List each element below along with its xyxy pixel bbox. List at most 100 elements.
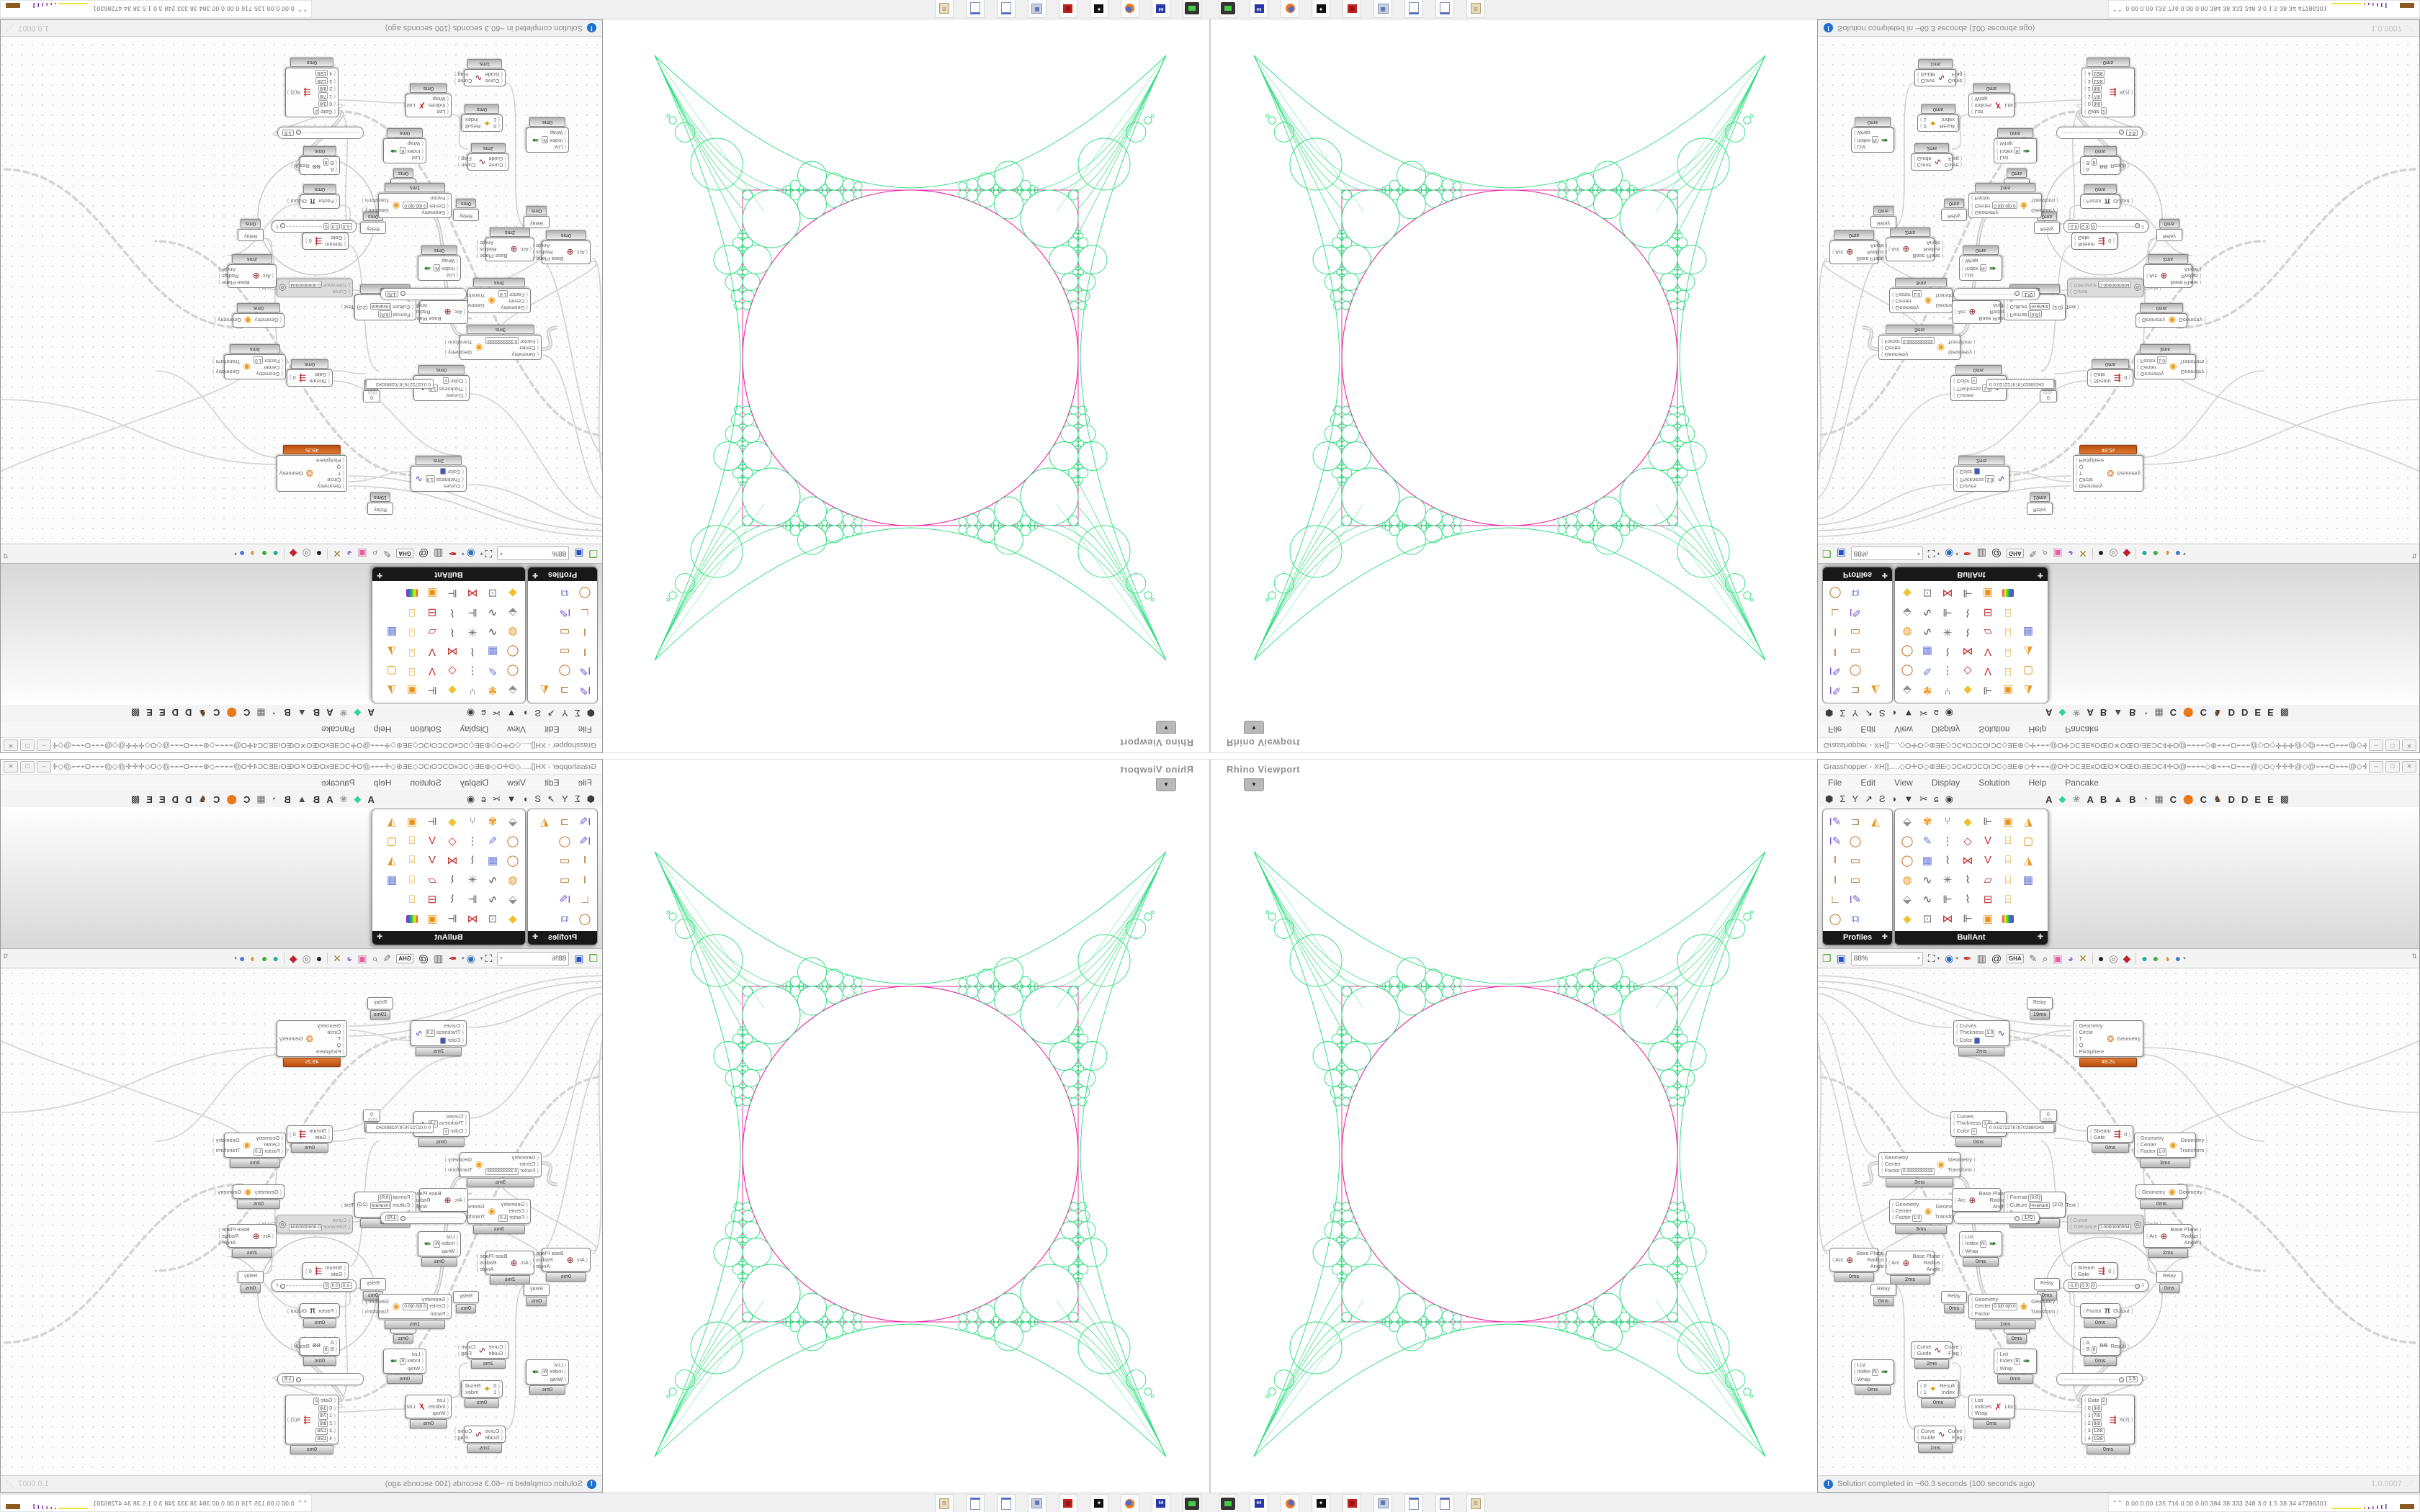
input-param[interactable]: ( Gate bbox=[315, 1134, 330, 1140]
data-panel[interactable]: (0:0) 0 0.027227678702880343 bbox=[1986, 1118, 2054, 1133]
gh-component[interactable]: ( List( Index N( Wrap ➠ bbox=[526, 1359, 569, 1385]
maximize-button[interactable]: □ bbox=[20, 761, 35, 773]
tab-icon[interactable]: ɕ bbox=[1934, 708, 1939, 719]
component-icon[interactable]: ✾ bbox=[488, 815, 498, 828]
shield-red-icon[interactable]: ▦ bbox=[1343, 0, 1361, 18]
resize-grip[interactable]: ⋰ bbox=[6, 24, 14, 32]
component-icon[interactable]: ◭ bbox=[1871, 815, 1880, 828]
component-icon[interactable]: ⌸ bbox=[408, 834, 416, 847]
vector-cell[interactable]: -1.0 bbox=[341, 222, 352, 230]
mini-node[interactable]: 0 bbox=[2040, 1110, 2057, 1122]
display-green-icon[interactable]: ● bbox=[2152, 548, 2159, 559]
mountain-icon[interactable]: ▲ bbox=[297, 793, 307, 804]
component-icon[interactable]: ⬙ bbox=[508, 815, 517, 828]
component-icon[interactable]: ⌸ bbox=[2004, 854, 2012, 867]
component-icon[interactable]: ◭ bbox=[540, 684, 549, 697]
slider-track[interactable] bbox=[295, 130, 359, 135]
input-param[interactable]: ( List bbox=[446, 1233, 458, 1240]
input-param[interactable]: ( Stream bbox=[309, 1128, 330, 1134]
input-param[interactable]: ( Culture Invariant bbox=[2007, 303, 2050, 311]
input-param[interactable]: ( Arc bbox=[454, 309, 465, 315]
tab-icon[interactable]: Ƨ bbox=[1878, 708, 1886, 719]
component-icon[interactable]: ⋈ bbox=[1962, 854, 1973, 867]
component-icon[interactable]: ▱ bbox=[428, 625, 436, 638]
gh-node[interactable]: ( Geometry( Center( Factor 0.3333333333 ◉… bbox=[445, 1152, 542, 1187]
gh-node[interactable]: Relay 19ms bbox=[2027, 492, 2053, 515]
output-param[interactable]: Geometry ) bbox=[1948, 349, 1976, 356]
input-param[interactable]: ( T bbox=[2076, 1035, 2083, 1042]
output-param[interactable]: Result ) bbox=[1939, 123, 1958, 130]
input-param[interactable]: ( Stream bbox=[309, 378, 330, 384]
input-param[interactable]: ( T bbox=[337, 470, 344, 477]
quill-icon[interactable]: ✒ bbox=[448, 953, 457, 964]
gh-node[interactable]: ( 0( 1 ✦ Result ) Index ) 0ms bbox=[461, 104, 503, 132]
gh-component[interactable]: ( A( B 9 R∕B Result ) bbox=[291, 1337, 340, 1356]
output-param[interactable]: 0 ) bbox=[2124, 374, 2130, 382]
input-param[interactable]: ( Thickness 1.0 bbox=[1956, 1029, 1995, 1037]
output-param[interactable]: S(2) ) bbox=[2119, 89, 2133, 96]
tab-icon[interactable]: ɕ bbox=[481, 708, 486, 719]
gh-node[interactable]: ( List( Index N( Wrap ➠ 0ms bbox=[1851, 1359, 1894, 1395]
input-param[interactable]: ( Factor 0.3333333333 bbox=[485, 337, 539, 345]
helmet-icon[interactable]: ◔ bbox=[2142, 708, 2148, 719]
tab-icon[interactable]: ɕ bbox=[481, 793, 486, 804]
menu-item-help[interactable]: Help bbox=[373, 724, 392, 734]
output-param[interactable]: Index ) bbox=[1941, 1389, 1958, 1395]
output-param[interactable]: Radius ) bbox=[476, 246, 497, 253]
gh-component[interactable]: ( Arc⊕Base Plane )Radius )Angle ) bbox=[533, 1248, 591, 1272]
gh-component[interactable]: ( List( Index N( Wrap ➠ bbox=[526, 127, 569, 153]
input-param[interactable]: ( List bbox=[1971, 1397, 1984, 1403]
gh-node[interactable]: ( A( B 9 R∕B Result ) 0ms bbox=[291, 1337, 340, 1366]
gh-node[interactable]: Relay 19ms bbox=[367, 997, 393, 1020]
output-param[interactable]: Geometry ) bbox=[276, 470, 303, 477]
input-param[interactable]: ( Geometry bbox=[1881, 1154, 1909, 1161]
preview-eye-icon[interactable]: ◉ bbox=[466, 548, 475, 559]
component-icon[interactable]: ⊟ bbox=[427, 894, 437, 906]
gh-node[interactable]: ( Stream( Gate⇶0 )0ms bbox=[2087, 1125, 2133, 1153]
gh-node[interactable]: Relay 19ms bbox=[367, 492, 393, 515]
relay-node[interactable]: Relay bbox=[360, 1278, 386, 1290]
gh-component[interactable]: ( Arc⊕Base Plane )Radius )Angle ) bbox=[1829, 1248, 1887, 1272]
gh-component[interactable]: ( List( Index N( Wrap ➠ bbox=[1959, 256, 2002, 281]
component-icon[interactable]: ⌸ bbox=[408, 606, 416, 619]
balloon-icon[interactable]: ◕ bbox=[2067, 953, 2074, 964]
output-param[interactable]: 0 ) bbox=[290, 1130, 296, 1138]
ruby-icon[interactable]: ◆ bbox=[289, 548, 297, 559]
output-param[interactable]: Result ) bbox=[290, 1343, 310, 1350]
input-param[interactable]: ( Geometry bbox=[2138, 1188, 2166, 1195]
tab-icon[interactable]: ✂ bbox=[1919, 708, 1928, 719]
tab-letter-B[interactable]: B bbox=[2099, 707, 2107, 719]
input-param[interactable]: ( Center bbox=[508, 298, 528, 305]
gh-node[interactable]: ( Factor π Output ) 0ms bbox=[287, 184, 340, 209]
gh-canvas[interactable]: Relay 19ms( Curves( Thickness 1.0( Color … bbox=[1, 968, 602, 1475]
component-icon[interactable]: V bbox=[429, 645, 436, 658]
minimize-button[interactable]: – bbox=[2369, 761, 2383, 773]
tab-icon[interactable]: ◉ bbox=[466, 793, 475, 804]
tab-icon[interactable]: ◗ bbox=[522, 793, 529, 804]
display-teal-icon[interactable]: ● bbox=[272, 548, 279, 559]
input-param[interactable]: ( Curves bbox=[443, 1022, 464, 1029]
tab-letter-A[interactable]: A bbox=[326, 793, 333, 805]
gh-node[interactable]: ( List( Index N( Wrap ➠ 0ms bbox=[1851, 117, 1894, 153]
gh-component[interactable]: ( Curve( Guide ∿ Curve ) Flag ) bbox=[454, 1426, 506, 1443]
tab-letter-C[interactable]: C bbox=[2169, 793, 2177, 805]
input-param[interactable]: ( Geometry bbox=[501, 305, 528, 311]
input-param[interactable]: ( Center bbox=[2137, 364, 2157, 371]
input-param[interactable]: ( Wrap bbox=[407, 1364, 424, 1372]
relay-node[interactable]: Relay bbox=[1941, 1291, 1967, 1303]
input-param[interactable]: ( 3 12/8 bbox=[2084, 1427, 2105, 1435]
panel-toggle-icon[interactable]: ▥ bbox=[434, 548, 444, 559]
palette-footer[interactable]: Profiles ✚ bbox=[1823, 931, 1892, 945]
gh-node[interactable]: ( List( Index N( Wrap ➠ 0ms bbox=[526, 1359, 569, 1395]
vector-cell[interactable]: -1.0 bbox=[2068, 222, 2079, 230]
gh-node[interactable]: (0:0) 0 0.027227678702880343 bbox=[1986, 379, 2054, 394]
component-icon[interactable]: ▭ bbox=[559, 645, 570, 658]
component-icon[interactable]: ∿ bbox=[488, 874, 498, 887]
component-icon[interactable]: ⌇ bbox=[1965, 894, 1971, 906]
menu-item-solution[interactable]: Solution bbox=[1978, 724, 2010, 734]
gh-node[interactable]: -1.0 0.0 0 0 bbox=[272, 1279, 357, 1292]
input-param[interactable]: ( Color ■ bbox=[443, 377, 467, 385]
tab-icon[interactable]: ◗ bbox=[1891, 793, 1898, 804]
